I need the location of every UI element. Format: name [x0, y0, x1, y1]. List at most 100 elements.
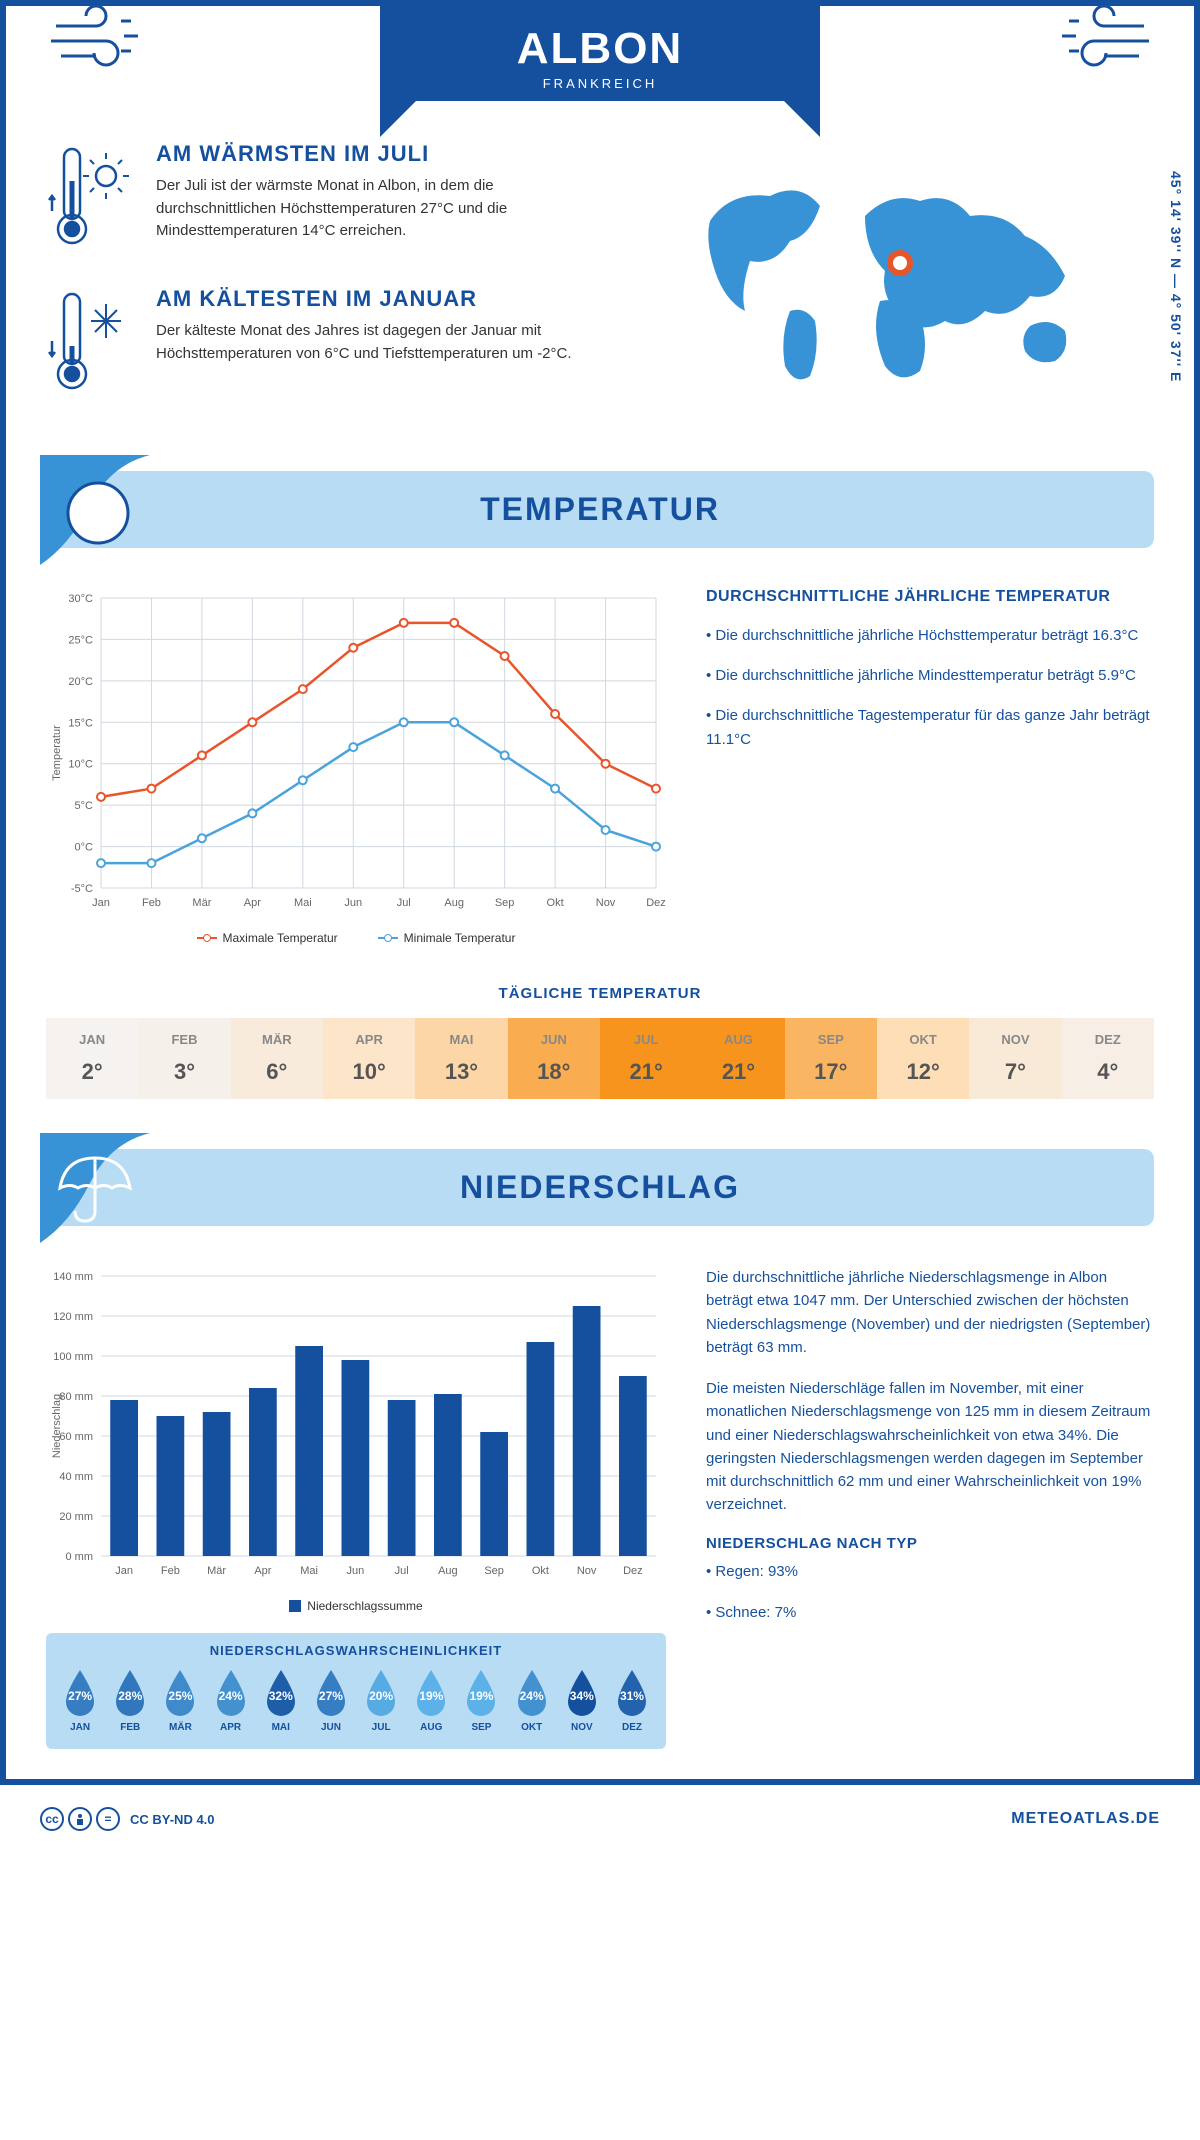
svg-text:Apr: Apr [254, 1565, 271, 1577]
daily-temp-cell: FEB3° [138, 1018, 230, 1099]
thermometer-hot-icon [46, 141, 136, 256]
section-header-temperature: TEMPERATUR [46, 471, 1154, 548]
probability-cell: 24%APR [207, 1668, 255, 1733]
wind-icon [1044, 0, 1154, 86]
svg-text:Feb: Feb [142, 897, 161, 909]
daily-temp-cell: JAN2° [46, 1018, 138, 1099]
svg-text:5°C: 5°C [75, 800, 94, 812]
desc-title: DURCHSCHNITTLICHE JÄHRLICHE TEMPERATUR [706, 588, 1154, 606]
probability-cell: 28%FEB [106, 1668, 154, 1733]
svg-text:Aug: Aug [438, 1565, 458, 1577]
probability-title: NIEDERSCHLAGSWAHRSCHEINLICHKEIT [56, 1643, 656, 1658]
svg-text:25°C: 25°C [68, 634, 93, 646]
svg-text:140 mm: 140 mm [53, 1271, 93, 1283]
svg-text:Mär: Mär [207, 1565, 226, 1577]
svg-text:15°C: 15°C [68, 717, 93, 729]
svg-text:Jul: Jul [397, 897, 411, 909]
fact-text: Der kälteste Monat des Jahres ist dagege… [156, 320, 605, 365]
daily-temp-cell: JUN18° [508, 1018, 600, 1099]
chart-legend: Niederschlagssumme [46, 1599, 666, 1613]
svg-text:Mai: Mai [300, 1565, 318, 1577]
desc-bullet: • Die durchschnittliche Tagestemperatur … [706, 704, 1154, 752]
header: ALBON FRANKREICH [46, 6, 1154, 101]
svg-text:Niederschlag: Niederschlag [51, 1394, 63, 1458]
probability-cell: 27%JUN [307, 1668, 355, 1733]
section-title: NIEDERSCHLAG [46, 1169, 1154, 1206]
svg-text:Mai: Mai [294, 897, 312, 909]
fact-warmest: AM WÄRMSTEN IM JULI Der Juli ist der wär… [46, 141, 605, 256]
daily-temp-cell: AUG21° [692, 1018, 784, 1099]
svg-text:Apr: Apr [244, 897, 261, 909]
desc-bullet: • Die durchschnittliche jährliche Mindes… [706, 664, 1154, 688]
desc-bullet: • Regen: 93% [706, 1560, 1154, 1583]
probability-cell: 24%OKT [508, 1668, 556, 1733]
intro-section: AM WÄRMSTEN IM JULI Der Juli ist der wär… [46, 141, 1154, 431]
daily-temp-cell: OKT12° [877, 1018, 969, 1099]
probability-cell: 31%DEZ [608, 1668, 656, 1733]
fact-text: Der Juli ist der wärmste Monat in Albon,… [156, 175, 605, 243]
daily-temp-cell: APR10° [323, 1018, 415, 1099]
daily-temp-cell: MÄR6° [231, 1018, 323, 1099]
sun-icon [40, 455, 160, 575]
svg-text:60 mm: 60 mm [59, 1431, 93, 1443]
probability-cell: 34%NOV [558, 1668, 606, 1733]
thermometer-cold-icon [46, 286, 136, 401]
daily-temp-cell: SEP17° [785, 1018, 877, 1099]
nd-icon: = [96, 1807, 120, 1831]
svg-text:Sep: Sep [484, 1565, 504, 1577]
desc-bullet: • Schnee: 7% [706, 1601, 1154, 1624]
temperature-line-chart: -5°C0°C5°C10°C15°C20°C25°C30°CJanFebMärA… [46, 588, 666, 918]
probability-cell: 19%AUG [407, 1668, 455, 1733]
svg-text:Jan: Jan [115, 1565, 133, 1577]
fact-title: AM KÄLTESTEN IM JANUAR [156, 286, 605, 312]
cc-icons: cc = [40, 1807, 120, 1831]
svg-text:-5°C: -5°C [71, 883, 93, 895]
daily-temp-cell: DEZ4° [1062, 1018, 1154, 1099]
desc-paragraph: Die meisten Niederschläge fallen im Nove… [706, 1377, 1154, 1517]
footer: cc = CC BY-ND 4.0 METEOATLAS.DE [0, 1791, 1200, 1847]
probability-cell: 20%JUL [357, 1668, 405, 1733]
svg-text:30°C: 30°C [68, 593, 93, 605]
svg-text:Temperatur: Temperatur [51, 725, 63, 781]
svg-text:Okt: Okt [547, 897, 564, 909]
svg-text:120 mm: 120 mm [53, 1311, 93, 1323]
coordinates: 45° 14' 39'' N — 4° 50' 37'' E [1168, 171, 1184, 382]
daily-temp-cell: JUL21° [600, 1018, 692, 1099]
precipitation-probability-box: NIEDERSCHLAGSWAHRSCHEINLICHKEIT 27%JAN28… [46, 1633, 666, 1749]
svg-text:0°C: 0°C [75, 842, 94, 854]
svg-text:20 mm: 20 mm [59, 1511, 93, 1523]
wind-icon [46, 0, 156, 86]
svg-text:Jan: Jan [92, 897, 110, 909]
world-map-icon [690, 171, 1110, 401]
daily-temp-title: TÄGLICHE TEMPERATUR [46, 985, 1154, 1002]
probability-cell: 27%JAN [56, 1668, 104, 1733]
svg-text:Dez: Dez [646, 897, 666, 909]
svg-text:Jun: Jun [347, 1565, 365, 1577]
svg-text:0 mm: 0 mm [66, 1551, 94, 1563]
title-banner: ALBON FRANKREICH [380, 6, 820, 101]
by-icon [68, 1807, 92, 1831]
svg-text:Jun: Jun [344, 897, 362, 909]
probability-cell: 19%SEP [457, 1668, 505, 1733]
svg-text:Dez: Dez [623, 1565, 643, 1577]
svg-text:100 mm: 100 mm [53, 1351, 93, 1363]
daily-temp-cell: NOV7° [969, 1018, 1061, 1099]
svg-text:Okt: Okt [532, 1565, 549, 1577]
desc-paragraph: Die durchschnittliche jährliche Niedersc… [706, 1266, 1154, 1359]
svg-text:Nov: Nov [577, 1565, 597, 1577]
svg-text:Jul: Jul [395, 1565, 409, 1577]
svg-text:10°C: 10°C [68, 759, 93, 771]
probability-cell: 32%MAI [257, 1668, 305, 1733]
umbrella-icon [40, 1133, 160, 1253]
svg-text:20°C: 20°C [68, 676, 93, 688]
chart-legend: Maximale Temperatur Minimale Temperatur [46, 931, 666, 945]
svg-text:Sep: Sep [495, 897, 515, 909]
precipitation-description: Die durchschnittliche jährliche Niedersc… [706, 1266, 1154, 1749]
section-title: TEMPERATUR [46, 491, 1154, 528]
desc-subtitle: NIEDERSCHLAG NACH TYP [706, 1535, 1154, 1552]
svg-text:80 mm: 80 mm [59, 1391, 93, 1403]
fact-title: AM WÄRMSTEN IM JULI [156, 141, 605, 167]
temperature-description: DURCHSCHNITTLICHE JÄHRLICHE TEMPERATUR •… [706, 588, 1154, 945]
section-header-precipitation: NIEDERSCHLAG [46, 1149, 1154, 1226]
svg-text:40 mm: 40 mm [59, 1471, 93, 1483]
